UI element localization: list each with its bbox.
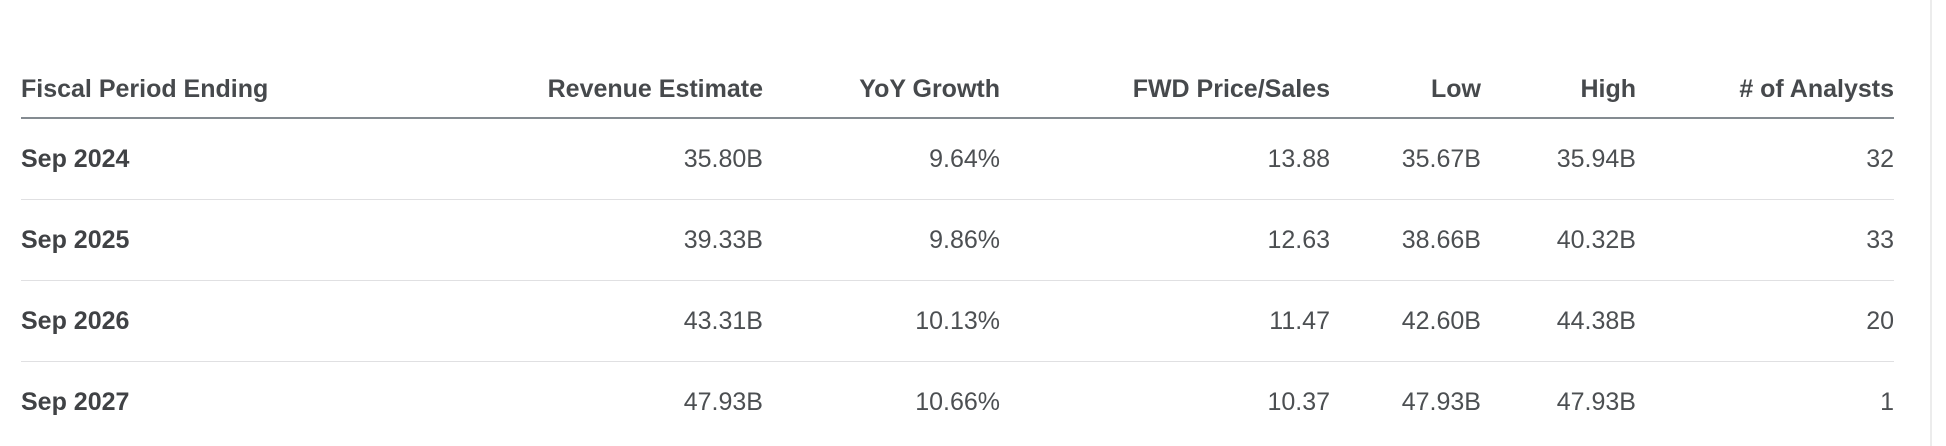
table-row: Sep 2024 35.80B 9.64% 13.88 35.67B 35.94… [21,118,1894,200]
col-header-revenue-estimate: Revenue Estimate [371,40,763,119]
high-cell: 44.38B [1481,280,1636,362]
revenue-estimate-cell: 35.80B [371,118,763,200]
fiscal-period-cell: Sep 2024 [21,118,371,200]
col-header-high: High [1481,40,1636,119]
right-edge-divider [1930,0,1932,446]
table-row: Sep 2025 39.33B 9.86% 12.63 38.66B 40.32… [21,199,1894,281]
low-cell: 35.67B [1330,118,1481,200]
revenue-estimate-cell: 47.93B [683,387,763,416]
table-header: Fiscal Period Ending Revenue Estimate Yo… [21,40,1894,119]
fwd-price-sales-cell: 10.37 [1267,387,1330,416]
yoy-growth-cell: 9.64% [763,118,1000,200]
high-cell: 40.32B [1481,199,1636,281]
high-cell: 47.93B [1556,387,1636,416]
fiscal-period-cell: Sep 2027 [21,387,130,416]
table-row: Sep 2026 43.31B 10.13% 11.47 42.60B 44.3… [21,280,1894,362]
earnings-estimates-table: Fiscal Period Ending Revenue Estimate Yo… [21,40,1894,442]
fwd-price-sales-cell: 13.88 [1000,118,1330,200]
yoy-growth-cell: 10.66% [915,387,1000,416]
analysts-cell: 20 [1636,280,1894,362]
col-header-fiscal-period-ending: Fiscal Period Ending [21,40,371,119]
col-header-num-analysts: # of Analysts [1636,40,1894,119]
col-header-fwd-price-sales: FWD Price/Sales [1000,40,1330,119]
fiscal-period-cell: Sep 2025 [21,199,371,281]
low-cell: 38.66B [1330,199,1481,281]
table-body: Sep 2024 35.80B 9.64% 13.88 35.67B 35.94… [21,118,1894,442]
analysts-cell: 1 [1880,387,1894,416]
revenue-estimate-cell: 43.31B [371,280,763,362]
yoy-growth-cell: 9.86% [763,199,1000,281]
revenue-estimate-cell: 39.33B [371,199,763,281]
high-cell: 35.94B [1481,118,1636,200]
header-row: Fiscal Period Ending Revenue Estimate Yo… [21,40,1894,119]
col-header-yoy-growth: YoY Growth [763,40,1000,119]
fiscal-period-cell: Sep 2026 [21,280,371,362]
table-row: Sep 2027 47.93B 10.66% 10.37 47.93B 47.9… [21,362,1894,443]
low-cell: 47.93B [1401,387,1481,416]
analysts-cell: 33 [1636,199,1894,281]
low-cell: 42.60B [1330,280,1481,362]
analysts-cell: 32 [1636,118,1894,200]
fwd-price-sales-cell: 12.63 [1000,199,1330,281]
col-header-low: Low [1330,40,1481,119]
yoy-growth-cell: 10.13% [763,280,1000,362]
fwd-price-sales-cell: 11.47 [1000,280,1330,362]
